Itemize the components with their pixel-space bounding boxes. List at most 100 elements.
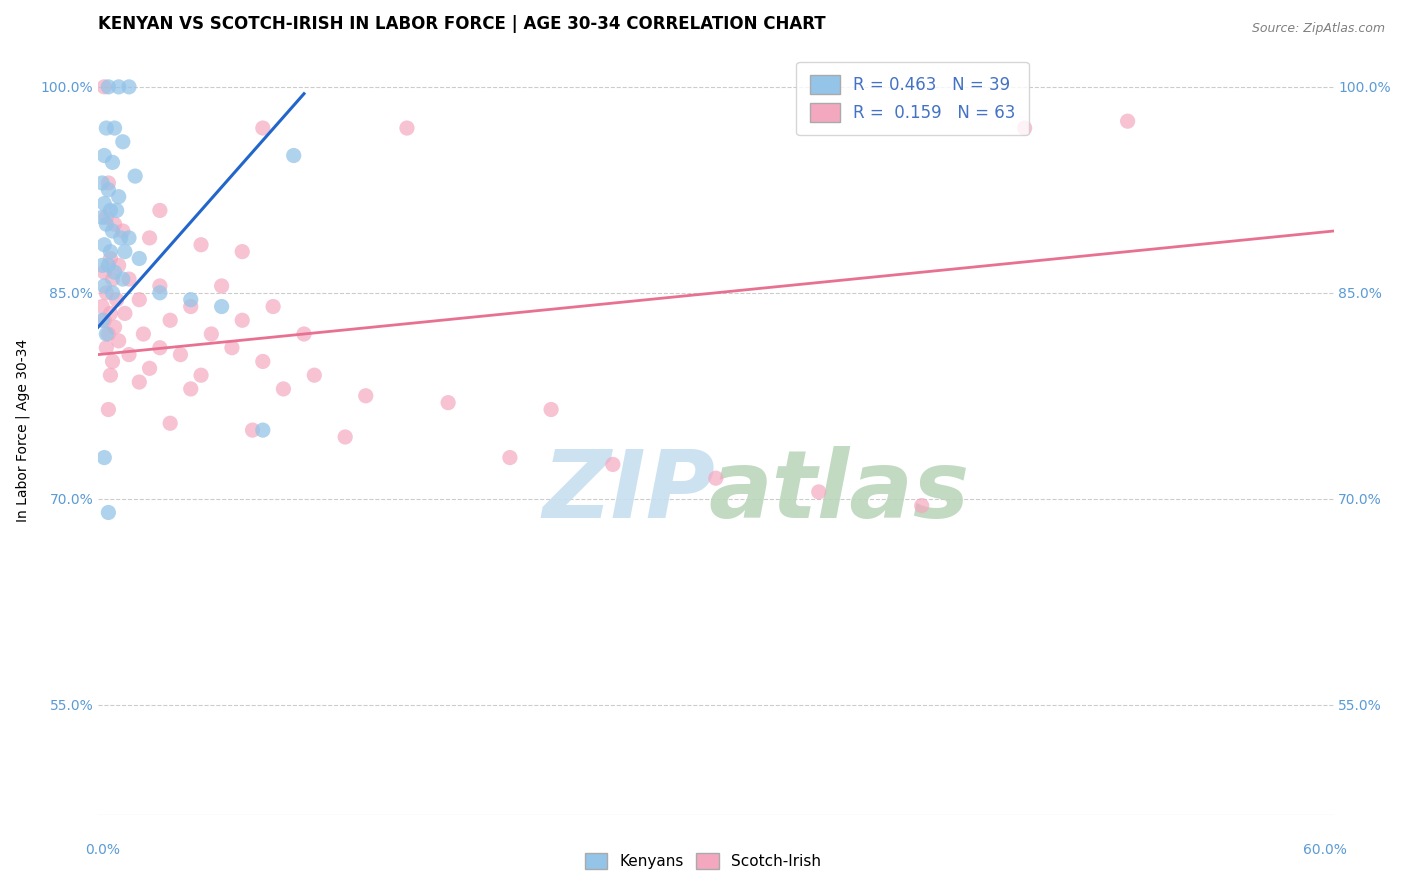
Point xyxy=(138,231,160,245)
Point xyxy=(101,354,124,368)
Point xyxy=(103,265,125,279)
Point xyxy=(97,183,120,197)
Point xyxy=(252,121,274,136)
Point xyxy=(101,272,124,286)
Point xyxy=(149,341,172,355)
Point xyxy=(114,306,136,320)
Point xyxy=(159,416,181,430)
Point xyxy=(103,121,125,136)
Text: atlas: atlas xyxy=(709,446,970,538)
Point xyxy=(111,272,134,286)
Text: KENYAN VS SCOTCH-IRISH IN LABOR FORCE | AGE 30-34 CORRELATION CHART: KENYAN VS SCOTCH-IRISH IN LABOR FORCE | … xyxy=(98,15,825,33)
Text: 0.0%: 0.0% xyxy=(86,843,120,857)
Point xyxy=(96,341,118,355)
Point xyxy=(97,506,120,520)
Point xyxy=(100,244,122,259)
Point xyxy=(101,285,124,300)
Point xyxy=(149,203,172,218)
Point xyxy=(97,402,120,417)
Point xyxy=(128,293,150,307)
Point xyxy=(93,79,115,94)
Point xyxy=(180,300,202,314)
Point xyxy=(128,375,150,389)
Y-axis label: In Labor Force | Age 30-34: In Labor Force | Age 30-34 xyxy=(15,339,30,522)
Point xyxy=(107,79,129,94)
Point xyxy=(96,211,118,225)
Point xyxy=(107,190,129,204)
Point xyxy=(292,326,315,341)
Point xyxy=(252,354,274,368)
Point xyxy=(1116,114,1139,128)
Point xyxy=(499,450,522,465)
Point xyxy=(105,293,128,307)
Point xyxy=(354,389,377,403)
Point xyxy=(91,258,114,272)
Point xyxy=(100,368,122,383)
Point xyxy=(118,348,141,362)
Point xyxy=(91,176,114,190)
Point xyxy=(101,155,124,169)
Point xyxy=(96,285,118,300)
Point xyxy=(105,203,128,218)
Point xyxy=(97,326,120,341)
Point xyxy=(437,395,460,409)
Point xyxy=(103,217,125,231)
Point xyxy=(93,196,115,211)
Point xyxy=(602,458,624,472)
Point xyxy=(180,382,202,396)
Point xyxy=(807,484,830,499)
Point xyxy=(107,258,129,272)
Point xyxy=(911,499,934,513)
Point xyxy=(252,423,274,437)
Point xyxy=(395,121,418,136)
Point xyxy=(91,211,114,225)
Text: Source: ZipAtlas.com: Source: ZipAtlas.com xyxy=(1251,22,1385,36)
Point xyxy=(262,300,284,314)
Point xyxy=(540,402,562,417)
Point xyxy=(231,313,253,327)
Point xyxy=(97,79,120,94)
Point xyxy=(149,285,172,300)
Point xyxy=(211,300,233,314)
Point xyxy=(190,368,212,383)
Point xyxy=(93,148,115,162)
Point xyxy=(273,382,295,396)
Point xyxy=(1014,121,1036,136)
Point xyxy=(96,121,118,136)
Point xyxy=(96,326,118,341)
Point xyxy=(159,313,181,327)
Text: ZIP: ZIP xyxy=(543,446,716,538)
Point xyxy=(103,320,125,334)
Point xyxy=(100,252,122,266)
Point xyxy=(124,169,146,183)
Point xyxy=(132,326,155,341)
Point xyxy=(138,361,160,376)
Point xyxy=(114,244,136,259)
Point xyxy=(93,265,115,279)
Point xyxy=(169,348,191,362)
Point xyxy=(110,231,132,245)
Point xyxy=(97,258,120,272)
Point xyxy=(283,148,305,162)
Point xyxy=(93,279,115,293)
Point xyxy=(91,300,114,314)
Point xyxy=(128,252,150,266)
Point xyxy=(118,79,141,94)
Point xyxy=(118,272,141,286)
Point xyxy=(100,306,122,320)
Point xyxy=(97,176,120,190)
Point xyxy=(93,450,115,465)
Point xyxy=(91,313,114,327)
Point xyxy=(111,135,134,149)
Point xyxy=(221,341,243,355)
Point xyxy=(200,326,222,341)
Text: 60.0%: 60.0% xyxy=(1302,843,1347,857)
Point xyxy=(93,237,115,252)
Point xyxy=(335,430,357,444)
Point xyxy=(304,368,326,383)
Point xyxy=(96,217,118,231)
Legend: Kenyans, Scotch-Irish: Kenyans, Scotch-Irish xyxy=(578,847,828,875)
Point xyxy=(101,224,124,238)
Point xyxy=(704,471,727,485)
Point xyxy=(211,279,233,293)
